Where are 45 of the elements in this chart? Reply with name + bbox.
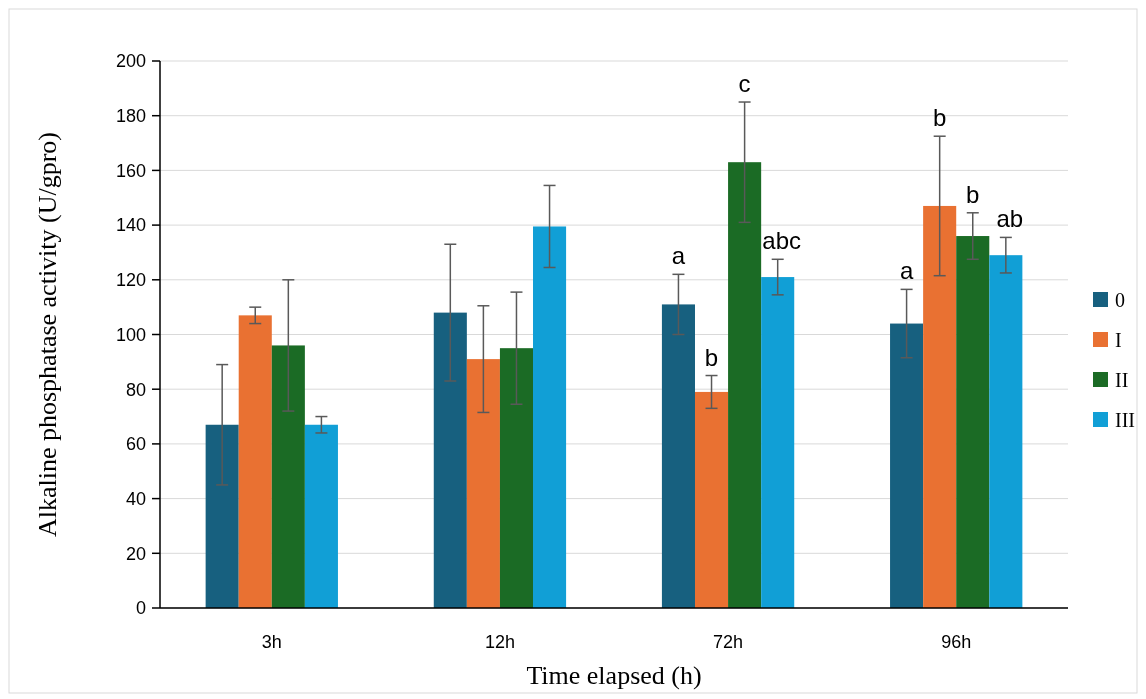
annotation: b	[966, 180, 980, 208]
bar	[989, 255, 1023, 608]
annotation: abc	[762, 227, 802, 255]
bar	[499, 348, 534, 608]
x-axis-title: Time elapsed (h)	[526, 661, 702, 690]
bar	[533, 226, 567, 608]
y-tick-label: 180	[115, 106, 146, 126]
annotation: b	[932, 104, 947, 132]
bar	[205, 424, 239, 608]
y-tick-label: 60	[125, 434, 146, 455]
y-tick-label: 0	[135, 598, 146, 619]
bar	[923, 205, 957, 608]
bar	[890, 323, 924, 608]
legend-label: II	[1115, 369, 1129, 391]
annotation: ab	[996, 205, 1024, 233]
x-tick-label: 72h	[713, 632, 744, 652]
y-tick-label: 200	[115, 51, 146, 72]
annotation: a	[671, 242, 686, 270]
annotation: b	[704, 343, 719, 371]
y-tick-label: 20	[125, 543, 146, 564]
bar	[466, 359, 500, 608]
legend-label: I	[1115, 329, 1122, 351]
bar	[304, 424, 338, 608]
legend-label: 0	[1115, 289, 1125, 311]
bar	[433, 312, 467, 608]
bar	[956, 236, 990, 608]
x-tick-label: 96h	[941, 632, 972, 652]
annotation: a	[899, 257, 914, 285]
y-tick-label: 160	[115, 160, 146, 181]
y-tick-label: 100	[115, 324, 146, 345]
annotation: c	[738, 70, 751, 98]
bar	[238, 315, 272, 608]
bar	[694, 391, 729, 608]
bar	[271, 345, 305, 608]
y-tick-label: 140	[115, 215, 146, 236]
bar	[728, 162, 762, 608]
bar	[761, 277, 795, 608]
x-tick-label: 12h	[484, 632, 515, 652]
y-tick-label: 120	[115, 270, 146, 291]
x-tick-label: 3h	[261, 632, 282, 652]
y-tick-label: 40	[125, 488, 146, 509]
bar	[661, 304, 695, 608]
y-axis-title: Alkaline phosphatase activity (U/gpro)	[33, 131, 62, 538]
y-tick-label: 80	[125, 379, 146, 400]
legend-label: III	[1115, 409, 1135, 431]
